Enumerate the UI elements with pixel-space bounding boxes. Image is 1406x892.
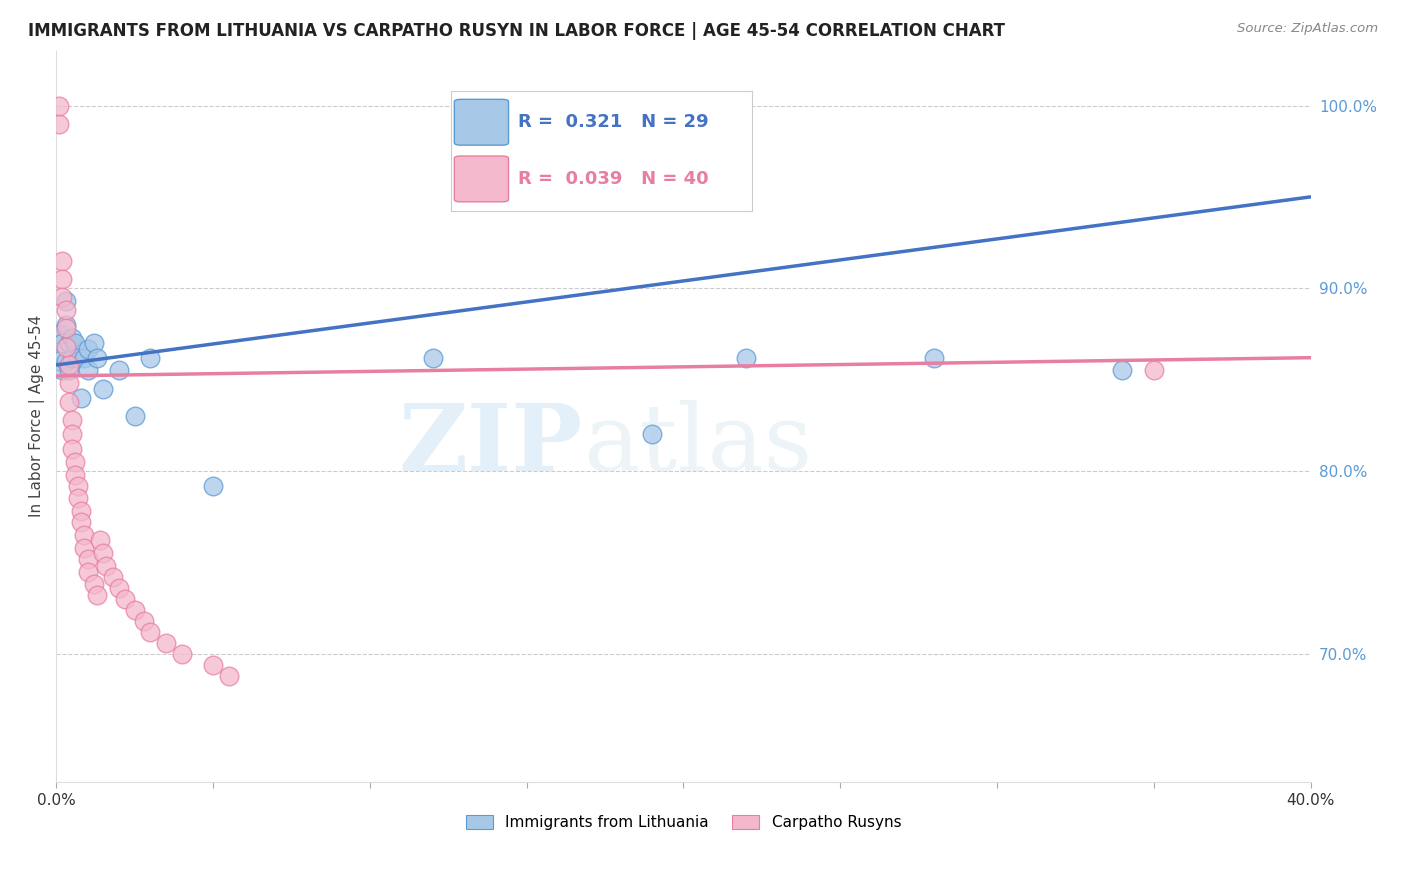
Point xyxy=(76,565,98,579)
Point xyxy=(132,614,155,628)
Point xyxy=(63,455,86,469)
Point xyxy=(63,336,86,351)
Point xyxy=(170,647,193,661)
Point xyxy=(58,363,80,377)
Point xyxy=(201,657,224,672)
Point xyxy=(67,491,90,506)
Point xyxy=(60,427,83,442)
Point xyxy=(51,253,73,268)
Point xyxy=(124,603,146,617)
Point xyxy=(58,394,80,409)
Point xyxy=(73,351,96,365)
Text: IMMIGRANTS FROM LITHUANIA VS CARPATHO RUSYN IN LABOR FORCE | AGE 45-54 CORRELATI: IMMIGRANTS FROM LITHUANIA VS CARPATHO RU… xyxy=(28,22,1005,40)
Point xyxy=(76,551,98,566)
Point xyxy=(114,591,136,606)
Point xyxy=(641,427,664,442)
Point xyxy=(124,409,146,424)
Point xyxy=(48,98,70,112)
Point xyxy=(51,363,73,377)
Point xyxy=(108,363,131,377)
Point xyxy=(55,293,77,308)
Text: Source: ZipAtlas.com: Source: ZipAtlas.com xyxy=(1237,22,1378,36)
Y-axis label: In Labor Force | Age 45-54: In Labor Force | Age 45-54 xyxy=(30,315,45,517)
Point xyxy=(76,363,98,377)
Point xyxy=(60,442,83,456)
Point xyxy=(83,336,105,351)
Point xyxy=(218,668,240,682)
Point xyxy=(63,467,86,482)
Point xyxy=(76,342,98,356)
Point xyxy=(60,330,83,344)
Legend: Immigrants from Lithuania, Carpatho Rusyns: Immigrants from Lithuania, Carpatho Rusy… xyxy=(460,809,907,836)
Point xyxy=(60,351,83,365)
Point xyxy=(58,358,80,372)
Point xyxy=(55,354,77,368)
Point xyxy=(83,577,105,591)
Point xyxy=(55,340,77,354)
Point xyxy=(86,351,108,365)
Text: atlas: atlas xyxy=(583,401,813,491)
Point xyxy=(55,318,77,332)
Point xyxy=(67,351,90,365)
Point xyxy=(201,478,224,492)
Point xyxy=(96,559,118,574)
Point xyxy=(139,624,162,639)
Point xyxy=(89,533,111,548)
Point xyxy=(51,336,73,351)
Point xyxy=(922,351,945,365)
Point xyxy=(60,413,83,427)
Point xyxy=(91,382,114,396)
Point xyxy=(86,588,108,602)
Point xyxy=(70,391,93,405)
Point xyxy=(58,376,80,391)
Point xyxy=(101,570,124,584)
Point xyxy=(73,528,96,542)
Point xyxy=(48,326,70,341)
Point xyxy=(55,303,77,318)
Point xyxy=(108,581,131,595)
Point xyxy=(51,290,73,304)
Point xyxy=(91,546,114,560)
Point xyxy=(51,272,73,286)
Text: ZIP: ZIP xyxy=(399,401,583,491)
Point xyxy=(1111,363,1133,377)
Point xyxy=(48,354,70,368)
Point xyxy=(735,351,758,365)
Point xyxy=(139,351,162,365)
Point xyxy=(67,478,90,492)
Point xyxy=(70,504,93,518)
Point xyxy=(58,336,80,351)
Point xyxy=(70,515,93,529)
Point xyxy=(48,117,70,131)
Point xyxy=(422,351,444,365)
Point xyxy=(155,636,177,650)
Point xyxy=(1143,363,1166,377)
Point xyxy=(55,321,77,335)
Point xyxy=(73,541,96,555)
